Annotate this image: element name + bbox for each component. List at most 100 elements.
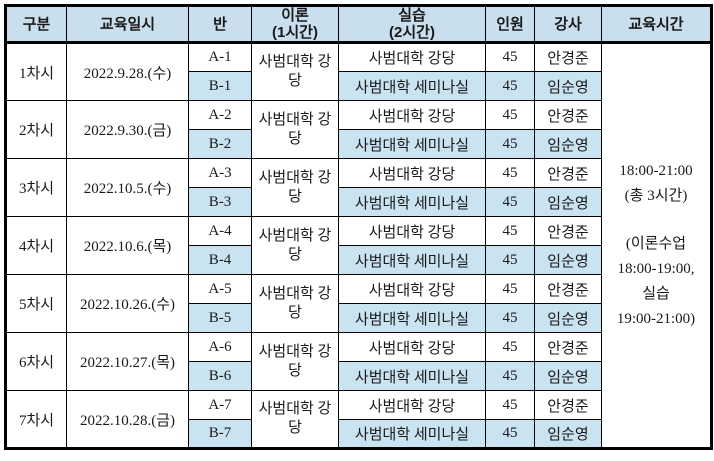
time-total-note: (총 3시간) (624, 188, 688, 204)
session-cell: 5차시 (5, 274, 67, 333)
count-cell: 45 (485, 42, 535, 72)
header-row: 구분 교육일시 반 이론 (1시간) 실습 (2시간) 인원 강사 교육시간 (5, 5, 712, 44)
date-cell: 2022.10.5.(수) (66, 158, 189, 217)
count-cell: 45 (485, 303, 535, 333)
table-row: B-1 사범대학 세미나실 45 임순영 (6, 71, 712, 101)
class-cell: B-2 (188, 129, 252, 159)
table-row: B-5 사범대학 세미나실 45 임순영 (6, 303, 712, 333)
header-class: 반 (188, 5, 252, 44)
theory-room-cell: 사범대학 강당 (251, 390, 339, 449)
count-cell: 45 (485, 100, 535, 130)
time-detail-line: 실습 (642, 286, 670, 302)
session-cell: 2차시 (5, 100, 67, 159)
practice-room-cell: 사범대학 강당 (338, 158, 486, 188)
count-cell: 45 (485, 274, 535, 304)
date-cell: 2022.10.6.(목) (66, 216, 189, 275)
time-detail-line: 19:00-21:00) (616, 311, 696, 327)
theory-room-cell: 사범대학 강당 (251, 42, 339, 101)
table-row: B-3 사범대학 세미나실 45 임순영 (6, 187, 712, 217)
table-row: B-4 사범대학 세미나실 45 임순영 (6, 245, 712, 275)
theory-room-cell: 사범대학 강당 (251, 158, 339, 217)
count-cell: 45 (485, 390, 535, 420)
practice-room-cell: 사범대학 강당 (338, 100, 486, 130)
instructor-cell: 임순영 (534, 419, 602, 449)
instructor-cell: 안경준 (534, 158, 602, 188)
count-cell: 45 (485, 158, 535, 188)
count-cell: 45 (485, 71, 535, 101)
count-cell: 45 (485, 361, 535, 391)
time-detail-line: 18:00-19:00, (617, 261, 695, 277)
theory-room-cell: 사범대학 강당 (251, 216, 339, 275)
practice-room-cell: 사범대학 강당 (338, 390, 486, 420)
header-instructor: 강사 (534, 5, 602, 44)
theory-room-cell: 사범대학 강당 (251, 274, 339, 333)
table-row: B-7 사범대학 세미나실 45 임순영 (6, 419, 712, 449)
instructor-cell: 임순영 (534, 71, 602, 101)
practice-room-cell: 사범대학 세미나실 (338, 129, 486, 159)
instructor-cell: 임순영 (534, 129, 602, 159)
header-time: 교육시간 (601, 5, 712, 44)
session-cell: 3차시 (5, 158, 67, 217)
education-schedule-table: 구분 교육일시 반 이론 (1시간) 실습 (2시간) 인원 강사 교육시간 1차시… (4, 4, 713, 450)
instructor-cell: 안경준 (534, 274, 602, 304)
header-count: 인원 (485, 5, 535, 44)
class-cell: A-2 (188, 100, 252, 130)
practice-room-cell: 사범대학 세미나실 (338, 71, 486, 101)
class-cell: A-4 (188, 216, 252, 246)
time-total: 18:00-21:00 (619, 163, 693, 179)
instructor-cell: 임순영 (534, 187, 602, 217)
count-cell: 45 (485, 419, 535, 449)
session-cell: 4차시 (5, 216, 67, 275)
date-cell: 2022.10.28.(금) (66, 390, 189, 449)
table-row: 1차시 2022.9.28.(수) A-1 사범대학 강당 사범대학 강당 45… (5, 42, 712, 449)
header-practice: 실습 (2시간) (338, 5, 486, 44)
count-cell: 45 (485, 245, 535, 275)
date-cell: 2022.10.26.(수) (66, 274, 189, 333)
table-row: B-6 사범대학 세미나실 45 임순영 (6, 361, 712, 391)
practice-room-cell: 사범대학 세미나실 (338, 187, 486, 217)
practice-room-cell: 사범대학 강당 (338, 42, 486, 72)
instructor-cell: 안경준 (534, 390, 602, 420)
class-cell: B-4 (188, 245, 252, 275)
time-cell: 18:00-21:00 (총 3시간) (이론수업 18:00-19:00, 실… (601, 42, 712, 449)
practice-room-cell: 사범대학 세미나실 (338, 419, 486, 449)
class-cell: A-1 (188, 42, 252, 72)
table-row: 7차시 2022.10.28.(금) A-7 사범대학 강당 사범대학 강당 4… (5, 390, 712, 449)
class-cell: B-6 (188, 361, 252, 391)
class-cell: B-7 (188, 419, 252, 449)
count-cell: 45 (485, 187, 535, 217)
header-theory-line2: (1시간) (272, 24, 318, 41)
practice-room-cell: 사범대학 강당 (338, 216, 486, 246)
class-cell: B-1 (188, 71, 252, 101)
header-practice-line1: 실습 (398, 7, 426, 24)
date-cell: 2022.10.27.(목) (66, 332, 189, 391)
header-theory-line1: 이론 (281, 7, 309, 24)
practice-room-cell: 사범대학 세미나실 (338, 361, 486, 391)
class-cell: A-6 (188, 332, 252, 362)
count-cell: 45 (485, 129, 535, 159)
instructor-cell: 안경준 (534, 332, 602, 362)
header-category: 구분 (5, 5, 67, 44)
session-cell: 6차시 (5, 332, 67, 391)
header-date: 교육일시 (66, 5, 189, 44)
instructor-cell: 임순영 (534, 361, 602, 391)
header-practice-line2: (2시간) (389, 24, 435, 41)
class-cell: A-7 (188, 390, 252, 420)
instructor-cell: 안경준 (534, 42, 602, 72)
class-cell: B-5 (188, 303, 252, 333)
instructor-cell: 안경준 (534, 100, 602, 130)
table-row: 6차시 2022.10.27.(목) A-6 사범대학 강당 사범대학 강당 4… (5, 332, 712, 391)
instructor-cell: 임순영 (534, 245, 602, 275)
session-cell: 7차시 (5, 390, 67, 449)
class-cell: A-3 (188, 158, 252, 188)
practice-room-cell: 사범대학 세미나실 (338, 245, 486, 275)
time-detail-line: (이론수업 (625, 236, 687, 252)
date-cell: 2022.9.30.(금) (66, 100, 189, 159)
count-cell: 45 (485, 332, 535, 362)
class-cell: A-5 (188, 274, 252, 304)
header-theory: 이론 (1시간) (251, 5, 339, 44)
practice-room-cell: 사범대학 강당 (338, 274, 486, 304)
theory-room-cell: 사범대학 강당 (251, 100, 339, 159)
time-gap (603, 209, 711, 232)
